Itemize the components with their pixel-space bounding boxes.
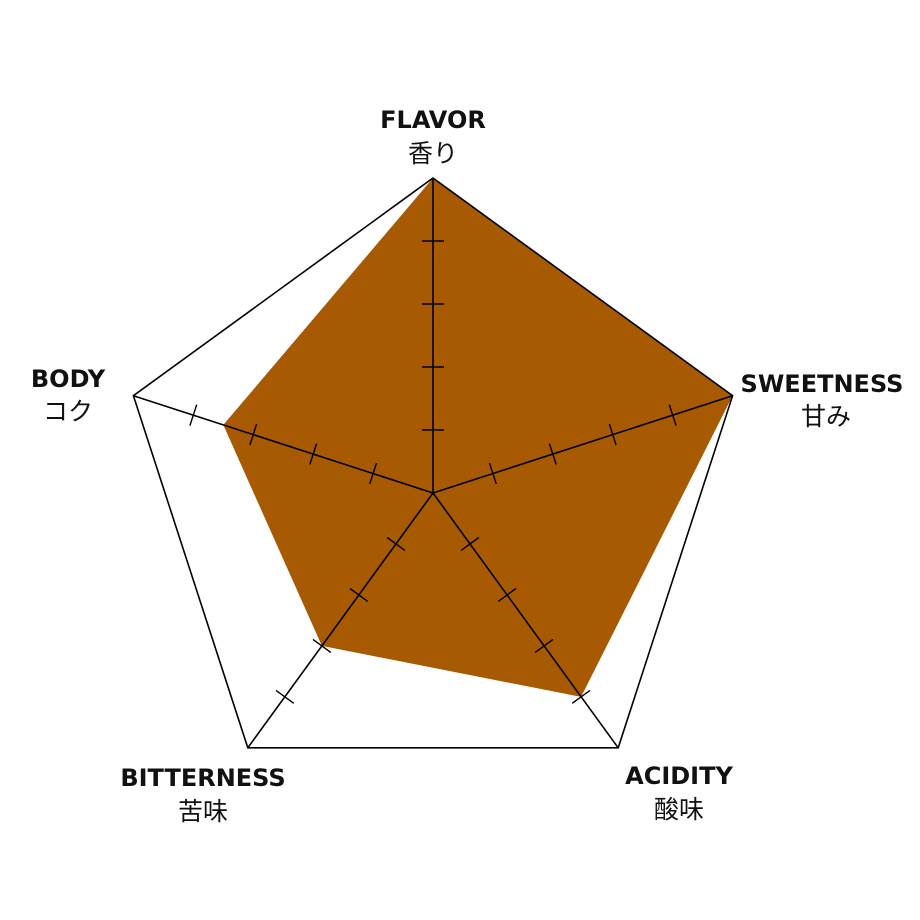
tick-mark	[488, 462, 497, 485]
tick-mark	[460, 536, 480, 551]
axis-label-ja: コク	[43, 397, 93, 426]
tick-mark	[312, 638, 332, 653]
axis-label-en: BODY	[31, 365, 106, 393]
value-area	[223, 178, 733, 697]
tick-mark	[571, 689, 591, 704]
axis-label-en: SWEETNESS	[741, 370, 904, 398]
outer-frame	[132, 177, 734, 749]
tick-mark	[548, 443, 557, 465]
axis-label-en: ACIDITY	[625, 762, 733, 790]
spoke-sweetness	[432, 394, 733, 494]
axis-label-flavor: FLAVOR 香り	[380, 106, 486, 168]
axis-spokes	[133, 178, 733, 749]
tick-mark	[369, 462, 378, 485]
axis-label-ja: 酸味	[654, 795, 704, 824]
axis-label-acidity: ACIDITY 酸味	[625, 762, 733, 824]
tick-mark	[608, 423, 617, 446]
tick-mark	[497, 587, 517, 602]
axis-label-en: FLAVOR	[380, 106, 486, 134]
axis-label-ja: 甘み	[801, 402, 851, 431]
axis-label-ja: 香り	[408, 139, 458, 168]
tick-mark	[534, 638, 554, 653]
tick-mark	[668, 404, 677, 426]
tick-mark	[309, 443, 318, 465]
spoke-acidity	[432, 492, 619, 749]
axis-label-body: BODY コク	[31, 365, 106, 426]
axis-label-ja: 苦味	[178, 797, 228, 826]
axis-label-en: BITTERNESS	[120, 764, 285, 792]
tick-mark	[189, 404, 198, 426]
tick-mark	[349, 587, 369, 602]
axis-label-sweetness: SWEETNESS 甘み	[741, 370, 904, 431]
spoke-body	[133, 394, 434, 494]
tick-mark	[249, 423, 258, 446]
axis-ticks	[189, 240, 677, 704]
tick-mark	[386, 536, 406, 551]
tick-mark	[275, 689, 295, 704]
spoke-bitterness	[247, 492, 434, 749]
axis-label-bitterness: BITTERNESS 苦味	[120, 764, 285, 826]
